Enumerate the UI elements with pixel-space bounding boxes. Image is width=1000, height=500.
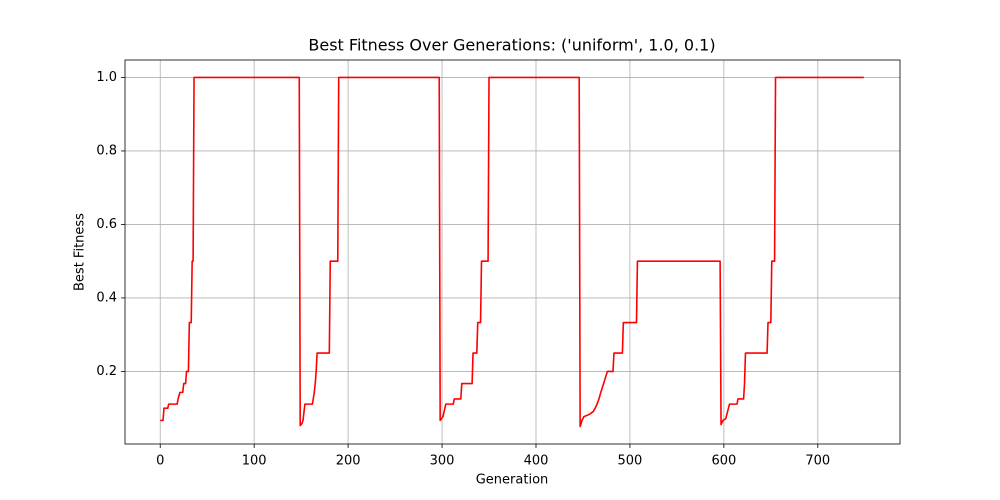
x-tick-label: 100 xyxy=(242,454,267,469)
y-tick-label: 1.0 xyxy=(96,70,117,85)
y-tick-label: 0.8 xyxy=(96,143,117,158)
x-axis-label: Generation xyxy=(476,473,549,488)
x-tick-label: 300 xyxy=(430,454,455,469)
y-axis-label: Best Fitness xyxy=(73,213,88,291)
y-tick-label: 0.4 xyxy=(96,290,117,305)
line-series xyxy=(160,76,864,428)
plot-frame xyxy=(124,59,901,445)
x-tick-label: 200 xyxy=(336,454,361,469)
y-tick-label: 0.6 xyxy=(96,217,117,232)
x-tick-label: 500 xyxy=(618,454,643,469)
x-tick-label: 700 xyxy=(805,454,830,469)
x-tick-label: 0 xyxy=(156,454,164,469)
chart-title: Best Fitness Over Generations: ('uniform… xyxy=(308,36,715,55)
x-tick-label: 600 xyxy=(711,454,736,469)
y-tick-label: 0.2 xyxy=(96,364,117,379)
x-tick-label: 400 xyxy=(524,454,549,469)
